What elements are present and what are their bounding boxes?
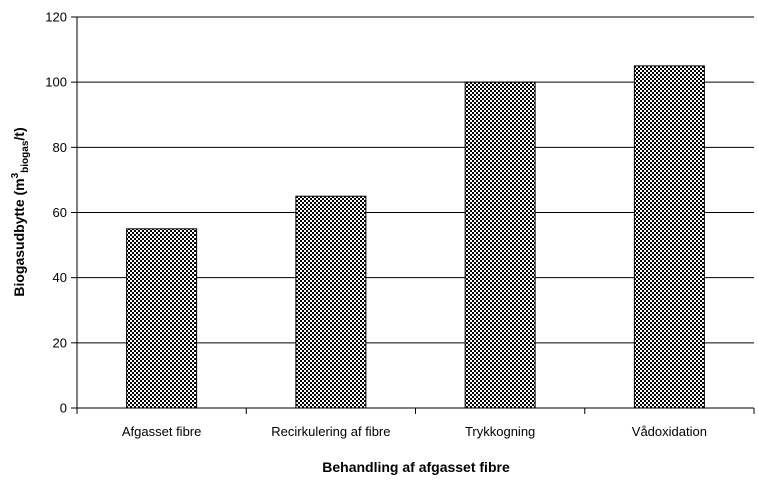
bar: [126, 228, 198, 409]
x-tick-label: Vådoxidation: [632, 424, 707, 439]
bar: [464, 81, 536, 409]
y-tick-label: 60: [53, 205, 67, 220]
y-tick-label: 0: [60, 401, 67, 416]
y-tick-label: 80: [53, 140, 67, 155]
y-axis-title-sup: 3: [10, 172, 21, 178]
y-tick-labels: 0 20 40 60 80 100 120: [45, 10, 67, 416]
y-axis-title-sub: biogas: [20, 140, 31, 173]
y-axis-title-prefix: Biogasudbytte (m: [11, 178, 27, 296]
y-tick-label: 100: [45, 75, 67, 90]
y-axis-title: Biogasudbytte (m3biogas/t): [10, 127, 31, 296]
bars: [126, 65, 705, 409]
y-tick-label: 120: [45, 10, 67, 25]
axes: [71, 16, 755, 414]
bar: [633, 65, 705, 409]
x-tick-labels: Afgasset fibre Recirkulering af fibre Tryk…: [122, 424, 707, 439]
y-tick-label: 40: [53, 270, 67, 285]
x-tick-label: Recirkulering af fibre: [271, 424, 390, 439]
x-tick-label: Trykkogning: [465, 424, 535, 439]
bar: [295, 195, 367, 409]
x-axis-title: Behandling af afgasset fibre: [322, 459, 510, 475]
y-tick-label: 20: [53, 335, 67, 350]
x-tick-label: Afgasset fibre: [122, 424, 202, 439]
y-axis-title-suffix: /t): [11, 127, 27, 140]
